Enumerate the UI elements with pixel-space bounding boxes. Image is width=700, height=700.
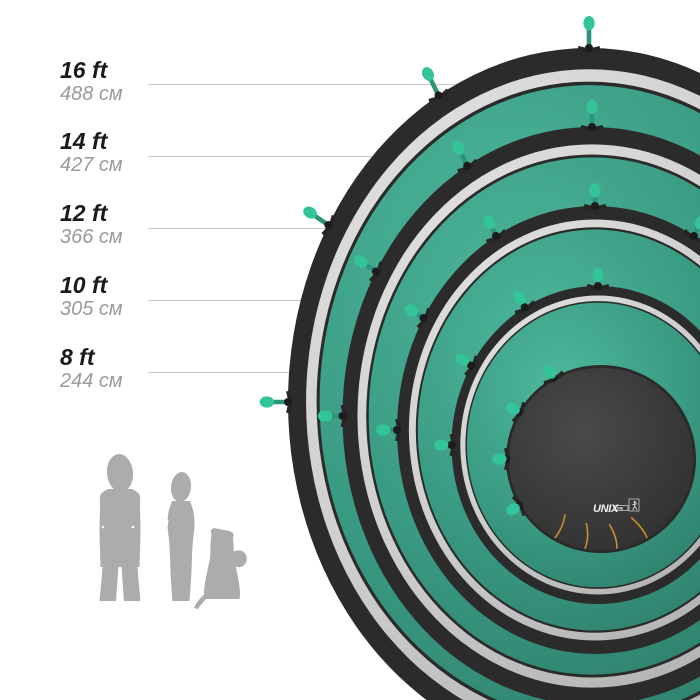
svg-text:LINE: LINE (615, 507, 624, 511)
